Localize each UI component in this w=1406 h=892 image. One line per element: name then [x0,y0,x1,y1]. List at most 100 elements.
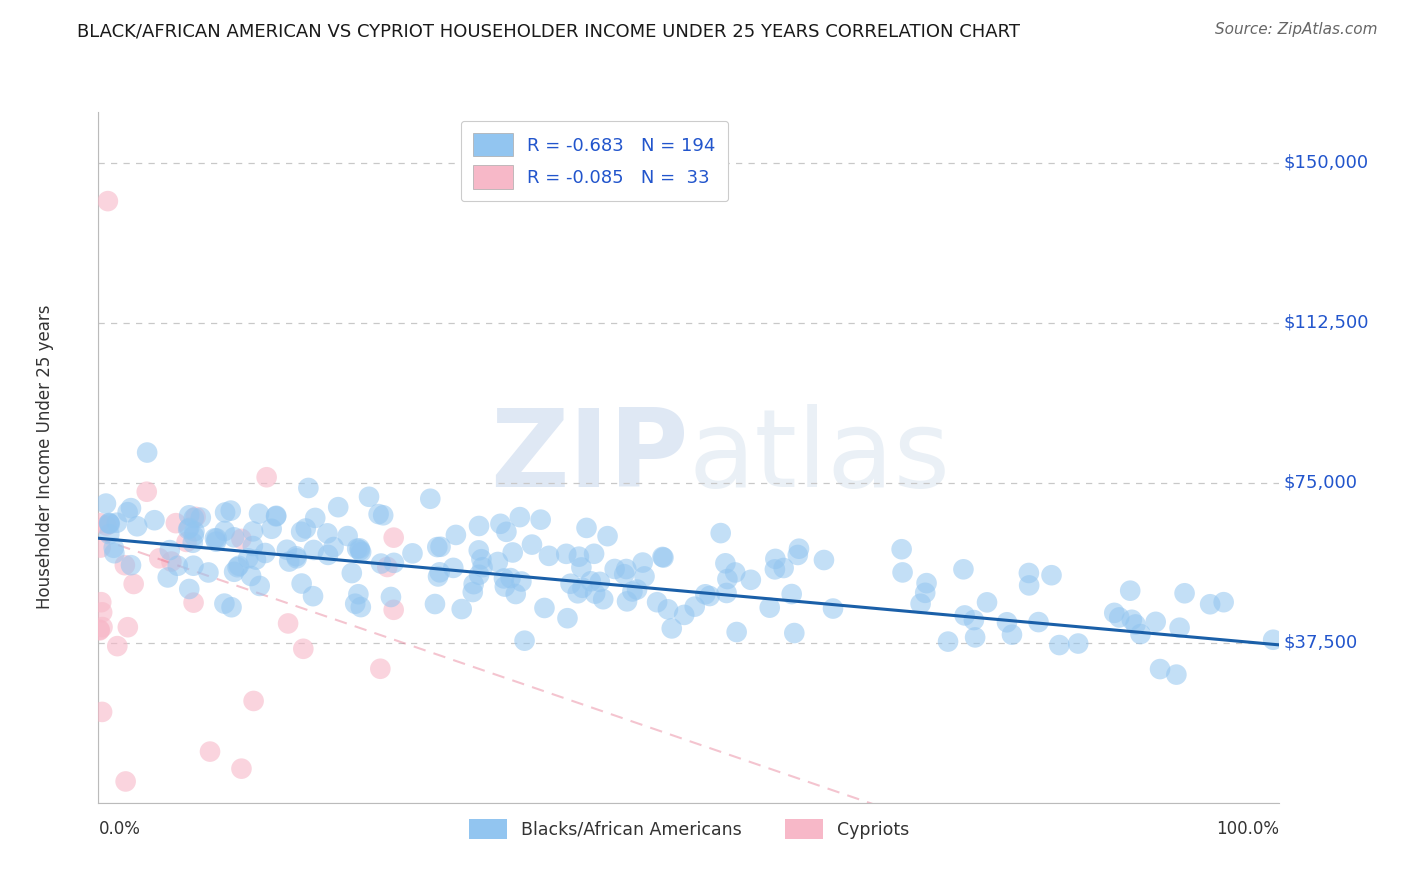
Point [1018,578,1040,592]
Point [813,553,835,567]
Point [621,584,644,599]
Point [204,531,226,545]
Point [179,508,201,523]
Point [429,566,451,580]
Point [105,639,128,653]
Point [489,516,512,531]
Point [1166,667,1188,681]
Point [1018,566,1040,580]
Point [98,516,121,530]
Point [276,542,298,557]
Point [179,521,201,535]
Point [763,562,786,576]
Text: $37,500: $37,500 [1284,634,1357,652]
Point [821,601,844,615]
Point [890,542,912,557]
Point [468,519,491,533]
Point [197,566,219,580]
Point [626,582,648,597]
Point [357,490,380,504]
Point [401,546,423,560]
Point [228,558,250,573]
Point [249,579,271,593]
Point [695,587,717,601]
Point [509,510,531,524]
Point [219,503,242,517]
Point [699,589,721,603]
Point [375,560,398,574]
Point [179,582,201,596]
Text: atlas: atlas [689,404,950,510]
Point [575,521,598,535]
Text: BLACK/AFRICAN AMERICAN VS CYPRIOT HOUSEHOLDER INCOME UNDER 25 YEARS CORRELATION : BLACK/AFRICAN AMERICAN VS CYPRIOT HOUSEH… [77,22,1021,40]
Point [513,633,536,648]
Point [661,622,683,636]
Point [1028,615,1050,629]
Point [183,529,205,543]
Point [165,516,187,530]
Point [382,531,405,545]
Text: $112,500: $112,500 [1284,314,1368,332]
Point [290,524,312,539]
Point [910,597,932,611]
Point [214,597,236,611]
Point [214,524,236,538]
Point [441,561,464,575]
Point [277,616,299,631]
Point [633,569,655,583]
Point [952,562,974,576]
Point [148,551,170,566]
Point [492,571,515,585]
Point [160,555,183,569]
Point [373,508,395,523]
Point [891,566,914,580]
Point [242,524,264,539]
Point [579,574,602,589]
Point [592,592,614,607]
Point [555,547,578,561]
Point [1108,610,1130,624]
Point [557,611,579,625]
Point [560,576,582,591]
Point [256,470,278,484]
Point [238,551,260,566]
Point [260,522,283,536]
Point [645,595,668,609]
Point [589,574,612,589]
Point [571,581,593,595]
Point [231,762,253,776]
Point [98,516,121,531]
Point [1168,621,1191,635]
Point [89,624,111,638]
Point [340,566,363,580]
Point [205,534,228,549]
Point [304,511,326,525]
Point [596,529,619,543]
Point [461,585,484,599]
Point [96,518,118,533]
Point [205,532,228,546]
Point [567,586,589,600]
Point [242,539,264,553]
Point [98,527,121,541]
Point [450,602,472,616]
Point [181,535,204,549]
Point [292,641,315,656]
Point [105,516,128,530]
Point [349,541,371,556]
Point [91,705,114,719]
Point [328,500,350,515]
Point [505,587,527,601]
Point [1047,638,1070,652]
Point [120,501,142,516]
Point [965,631,987,645]
Point [1121,613,1143,627]
Point [494,580,516,594]
Point [583,547,606,561]
Point [657,602,679,616]
Point [470,552,492,566]
Point [915,576,938,591]
Point [673,607,696,622]
Point [127,519,149,533]
Point [367,507,389,521]
